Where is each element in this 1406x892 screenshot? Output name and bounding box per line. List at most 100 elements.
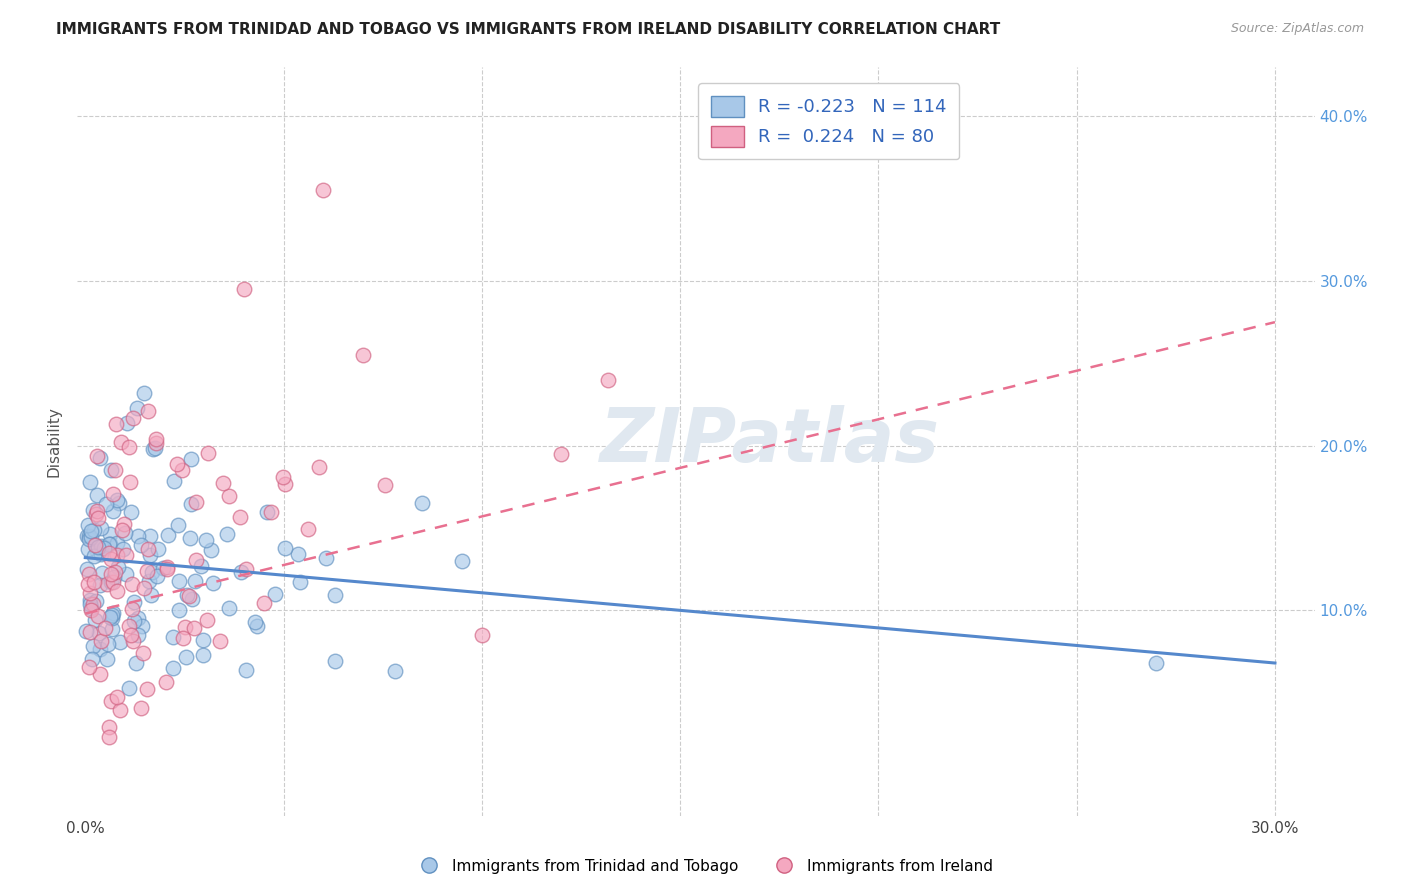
Point <box>201 576 224 591</box>
Point <box>139 588 162 602</box>
Point <box>218 489 240 503</box>
Point <box>83 523 105 537</box>
Point <box>79 475 101 490</box>
Point <box>155 675 177 690</box>
Point <box>211 476 233 491</box>
Point <box>260 505 283 519</box>
Point <box>274 541 297 555</box>
Point <box>297 521 319 535</box>
Point <box>120 475 142 490</box>
Point <box>89 578 111 592</box>
Point <box>100 575 122 590</box>
Point <box>139 529 162 543</box>
Point <box>82 503 104 517</box>
Point <box>325 588 347 602</box>
Point <box>79 597 101 611</box>
Point <box>84 539 107 553</box>
Point <box>90 547 112 561</box>
Point <box>122 614 145 628</box>
Point <box>177 589 200 603</box>
Point <box>134 581 156 595</box>
Point <box>94 621 117 635</box>
Point <box>217 527 239 541</box>
Point <box>139 548 162 562</box>
Point <box>138 574 160 589</box>
Point <box>384 664 406 678</box>
Point <box>229 565 252 579</box>
Point <box>104 463 127 477</box>
Point <box>1144 656 1167 670</box>
Point <box>86 544 108 558</box>
Point <box>104 565 127 579</box>
Point <box>112 516 135 531</box>
Point <box>98 536 121 550</box>
Point <box>127 628 149 642</box>
Point <box>83 575 105 590</box>
Point <box>167 603 190 617</box>
Point <box>471 628 494 642</box>
Point <box>108 703 131 717</box>
Point <box>550 447 572 461</box>
Point <box>105 492 128 507</box>
Point <box>86 488 108 502</box>
Point <box>107 559 129 574</box>
Text: IMMIGRANTS FROM TRINIDAD AND TOBAGO VS IMMIGRANTS FROM IRELAND DISABILITY CORREL: IMMIGRANTS FROM TRINIDAD AND TOBAGO VS I… <box>56 22 1001 37</box>
Point <box>79 586 101 600</box>
Point <box>86 504 108 518</box>
Point <box>98 609 121 624</box>
Text: Source: ZipAtlas.com: Source: ZipAtlas.com <box>1230 22 1364 36</box>
Point <box>273 476 295 491</box>
Point <box>76 541 98 556</box>
Point <box>103 570 125 584</box>
Point <box>191 648 214 662</box>
Point <box>80 530 103 544</box>
Point <box>184 574 207 588</box>
Point <box>80 524 103 538</box>
Point <box>83 538 105 552</box>
Point <box>103 503 125 517</box>
Point <box>87 625 110 640</box>
Point <box>176 588 198 602</box>
Point <box>136 564 159 578</box>
Point <box>180 451 202 466</box>
Point <box>105 584 128 599</box>
Point <box>77 529 100 543</box>
Point <box>101 622 124 636</box>
Point <box>218 601 240 615</box>
Point <box>111 542 134 557</box>
Point <box>131 619 153 633</box>
Point <box>271 470 294 484</box>
Point <box>122 634 145 648</box>
Point <box>100 463 122 477</box>
Point <box>115 548 138 562</box>
Point <box>120 505 142 519</box>
Point <box>172 632 194 646</box>
Point <box>173 619 195 633</box>
Point <box>142 442 165 456</box>
Point <box>183 621 205 635</box>
Point <box>91 566 114 581</box>
Point <box>136 404 159 418</box>
Point <box>127 611 149 625</box>
Point <box>145 432 167 446</box>
Point <box>104 417 127 432</box>
Point <box>100 566 122 581</box>
Point <box>103 606 125 620</box>
Point <box>115 416 138 430</box>
Point <box>143 442 166 456</box>
Point <box>232 282 254 296</box>
Point <box>121 577 143 591</box>
Point <box>77 577 100 591</box>
Point <box>77 532 100 546</box>
Point <box>86 511 108 525</box>
Point <box>89 641 111 656</box>
Point <box>288 575 311 590</box>
Point <box>167 574 190 588</box>
Point <box>110 523 132 537</box>
Point <box>110 635 132 649</box>
Point <box>122 411 145 425</box>
Point <box>94 497 117 511</box>
Point <box>83 549 105 563</box>
Point <box>76 517 98 532</box>
Point <box>83 613 105 627</box>
